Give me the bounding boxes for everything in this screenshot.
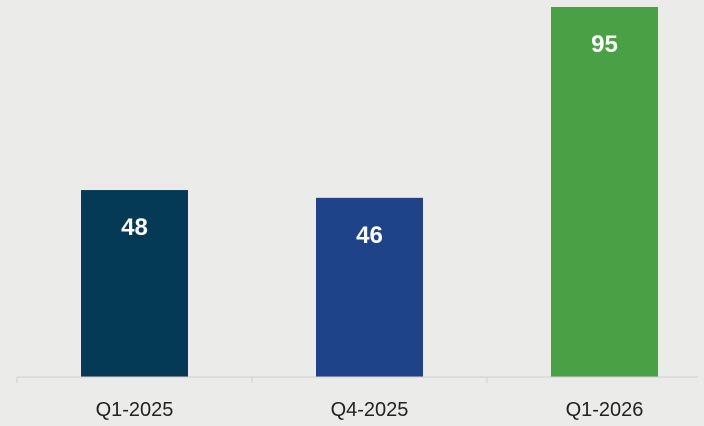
bar-q1-2026 <box>551 7 658 377</box>
x-tick-label-q1-2025: Q1-2025 <box>96 399 174 421</box>
data-label-q4-2025: 46 <box>356 222 383 249</box>
x-tick-label-q1-2026: Q1-2026 <box>566 399 644 421</box>
x-axis: Q1-2025 Q4-2025 Q1-2026 <box>16 376 698 421</box>
data-label-q1-2026: 95 <box>591 31 618 58</box>
data-labels-layer: 48 46 95 <box>121 31 618 249</box>
data-label-q1-2025: 48 <box>121 214 148 241</box>
bar-q1-2025 <box>81 190 188 377</box>
bar-q4-2025 <box>316 197 423 377</box>
bars-layer <box>81 7 658 377</box>
x-tick-label-q4-2025: Q4-2025 <box>331 399 409 421</box>
